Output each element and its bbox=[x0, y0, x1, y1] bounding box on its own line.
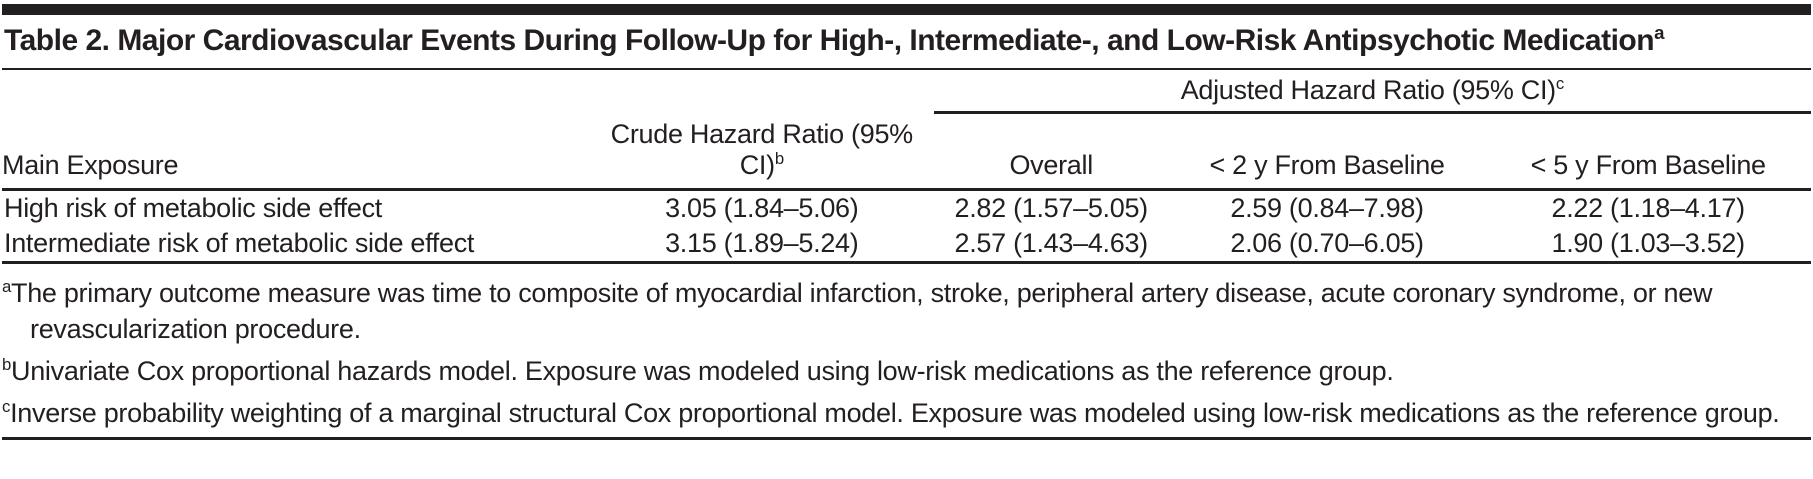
footnote-b: bUnivariate Cox proportional hazards mod… bbox=[2, 347, 1811, 389]
table-title-footnote-marker: a bbox=[1654, 22, 1664, 43]
column-header-row: Main Exposure Crude Hazard Ratio (95% CI… bbox=[2, 113, 1811, 190]
footnote-a: aThe primary outcome measure was time to… bbox=[2, 269, 1811, 347]
cell-lt5y: 2.22 (1.18–4.17) bbox=[1551, 192, 1745, 223]
cell-lt2y: 2.06 (0.70–6.05) bbox=[1230, 227, 1424, 258]
col-header-crude-hazard-ratio: Crude Hazard Ratio (95% CI)b bbox=[590, 113, 934, 190]
footnote-c-text: Inverse probability weighting of a margi… bbox=[10, 397, 1780, 428]
adjusted-hazard-ratio-spanner: Adjusted Hazard Ratio (95% CI)c bbox=[933, 69, 1811, 114]
footnote-c: cInverse probability weighting of a marg… bbox=[2, 389, 1811, 431]
col-header-overall: Overall bbox=[1009, 149, 1093, 180]
cell-crude: 3.05 (1.84–5.06) bbox=[665, 192, 859, 223]
cell-exposure: High risk of metabolic side effect bbox=[4, 192, 382, 223]
table-title-text: Table 2. Major Cardiovascular Events Dur… bbox=[4, 24, 1655, 57]
spanner-label: Adjusted Hazard Ratio (95% CI) bbox=[1180, 75, 1556, 105]
spanner-footnote-marker: c bbox=[1555, 74, 1564, 93]
cell-lt5y: 1.90 (1.03–3.52) bbox=[1551, 227, 1745, 258]
col-header-lt2y: < 2 y From Baseline bbox=[1209, 149, 1445, 180]
footnote-b-text: Univariate Cox proportional hazards mode… bbox=[11, 355, 1394, 386]
table-row-intermediate-risk: Intermediate risk of metabolic side effe… bbox=[2, 226, 1811, 263]
cell-lt2y: 2.59 (0.84–7.98) bbox=[1230, 192, 1424, 223]
footnote-a-marker: a bbox=[2, 276, 12, 296]
cell-exposure: Intermediate risk of metabolic side effe… bbox=[4, 227, 475, 258]
col-header-lt5y: < 5 y From Baseline bbox=[1530, 149, 1766, 180]
spanner-header-row: Adjusted Hazard Ratio (95% CI)c bbox=[2, 69, 1811, 114]
cell-crude: 3.15 (1.89–5.24) bbox=[665, 227, 859, 258]
crude-label: Crude Hazard Ratio (95% CI) bbox=[610, 118, 914, 180]
table-row-high-risk: High risk of metabolic side effect 3.05 … bbox=[2, 189, 1811, 226]
footnotes: aThe primary outcome measure was time to… bbox=[2, 269, 1811, 431]
col-header-main-exposure: Main Exposure bbox=[2, 149, 179, 180]
table-title: Table 2. Major Cardiovascular Events Dur… bbox=[4, 22, 1811, 59]
footnote-c-marker: c bbox=[2, 396, 11, 416]
spanner-empty-cell bbox=[2, 69, 934, 113]
cell-overall: 2.82 (1.57–5.05) bbox=[954, 192, 1149, 223]
top-rule bbox=[2, 4, 1811, 15]
cell-overall: 2.57 (1.43–4.63) bbox=[954, 227, 1149, 258]
footnote-b-marker: b bbox=[2, 354, 12, 374]
bottom-rule bbox=[2, 436, 1811, 440]
hazard-ratio-table: Adjusted Hazard Ratio (95% CI)c Main Exp… bbox=[2, 68, 1811, 264]
crude-footnote-marker: b bbox=[774, 148, 784, 168]
footnote-a-text: The primary outcome measure was time to … bbox=[11, 277, 1713, 344]
